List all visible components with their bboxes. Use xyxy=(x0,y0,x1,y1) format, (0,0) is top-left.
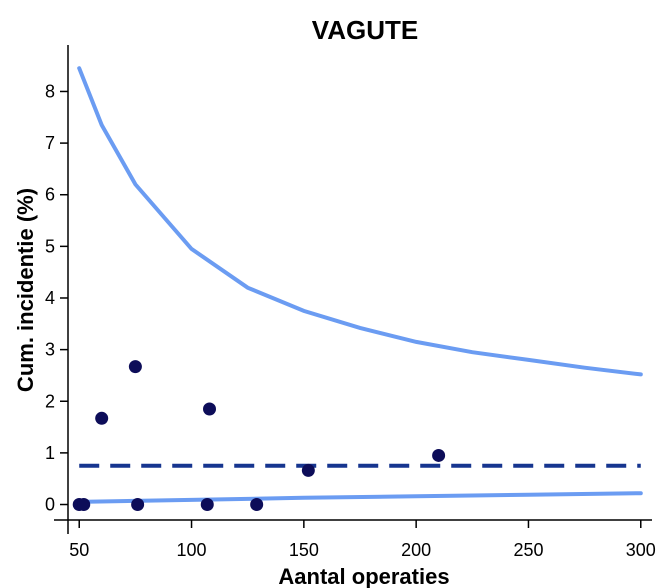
chart-title: VAGUTE xyxy=(312,15,418,45)
data-point xyxy=(301,463,315,477)
y-tick-label: 2 xyxy=(45,391,55,411)
x-axis-ticks: 50 100 150 200 250 300 xyxy=(69,520,656,560)
upper-control-limit-line xyxy=(77,66,643,377)
y-tick-label: 0 xyxy=(45,495,55,515)
data-points xyxy=(72,360,446,512)
x-axis-label: Aantal operaties xyxy=(278,564,449,588)
x-tick-label: 200 xyxy=(401,540,431,560)
y-axis-label: Cum. incidentie (%) xyxy=(13,188,38,392)
x-tick-label: 150 xyxy=(289,540,319,560)
x-tick-label: 300 xyxy=(626,540,656,560)
x-tick-label: 50 xyxy=(69,540,89,560)
data-point xyxy=(128,360,142,374)
y-tick-label: 1 xyxy=(45,443,55,463)
y-tick-label: 3 xyxy=(45,340,55,360)
data-point xyxy=(200,498,214,512)
y-tick-label: 5 xyxy=(45,236,55,256)
data-point xyxy=(432,448,446,462)
x-tick-label: 250 xyxy=(513,540,543,560)
y-tick-label: 7 xyxy=(45,133,55,153)
data-point xyxy=(250,498,264,512)
y-tick-label: 4 xyxy=(45,288,55,308)
y-tick-label: 8 xyxy=(45,81,55,101)
y-axis-ticks: 0 1 2 3 4 5 6 7 8 xyxy=(45,81,68,515)
data-point xyxy=(203,402,217,416)
data-point xyxy=(77,498,91,512)
y-tick-label: 6 xyxy=(45,185,55,205)
lower-control-limit-line xyxy=(77,491,643,504)
data-point xyxy=(131,498,145,512)
x-tick-label: 100 xyxy=(177,540,207,560)
data-point xyxy=(95,411,109,425)
